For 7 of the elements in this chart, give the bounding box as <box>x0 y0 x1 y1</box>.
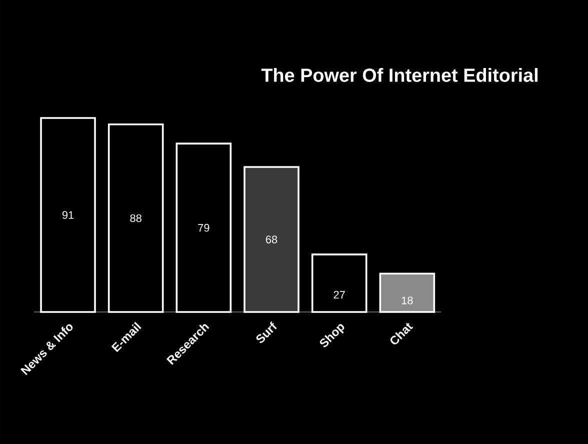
data-label: 18 <box>402 296 413 304</box>
data-label: 68 <box>266 236 278 244</box>
data-label: 79 <box>198 224 210 232</box>
data-label: 27 <box>334 290 345 299</box>
data-label: 88 <box>130 214 142 222</box>
data-label: 91 <box>62 211 74 219</box>
chart-title: The Power Of Internet Editorial <box>261 68 538 82</box>
